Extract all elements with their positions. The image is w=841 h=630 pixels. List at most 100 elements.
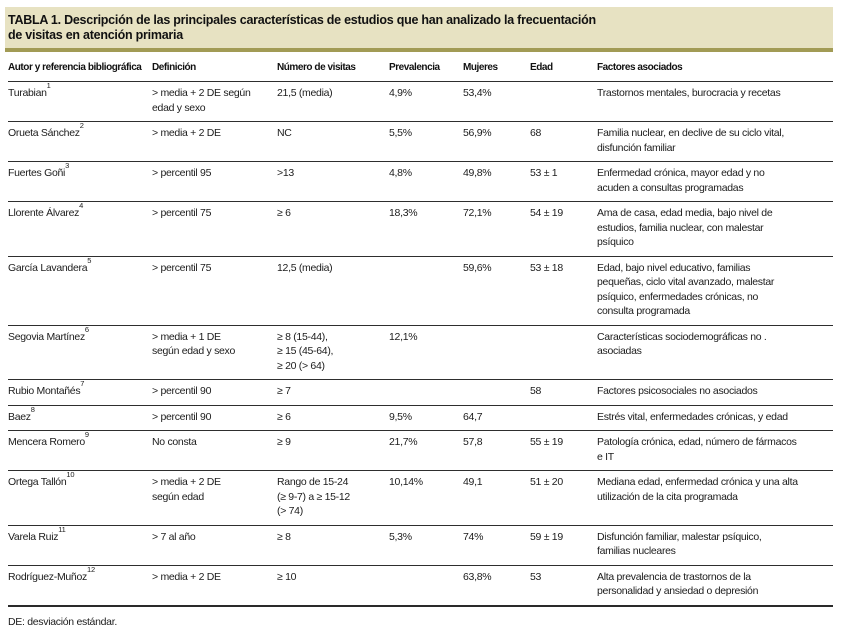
author-cell: Llorente Álvarez4 [8,201,152,257]
column-header-visits: Número de visitas [277,52,389,82]
column-header-author: Autor y referencia bibliográfica [8,52,152,82]
prevalence-cell: 4,8% [389,161,463,202]
visits-cell: ≥ 9 [277,430,389,471]
visits-cell: ≥ 6 [277,201,389,257]
age-cell [530,325,597,380]
author-cell: Baez8 [8,405,152,431]
author-cell: Rubio Montañés7 [8,379,152,406]
reference-superscript: 10 [66,470,75,479]
definition-cell: > percentil 90 [152,379,277,406]
author-cell: Turabian1 [8,81,152,122]
visits-cell: ≥ 10 [277,565,389,607]
author-cell: Fuertes Goñi3 [8,161,152,202]
women-cell: 56,9% [463,121,530,162]
table-row: Segovia Martínez6 > media + 1 DE según e… [8,325,833,380]
women-cell: 49,1 [463,470,530,526]
author-name: García Lavandera [8,261,88,274]
women-cell: 53,4% [463,81,530,122]
factors-cell: Estrés vital, enfermedades crónicas, y e… [597,405,833,431]
table-row: Ortega Tallón10 > media + 2 DE según eda… [8,470,833,526]
women-cell: 59,6% [463,256,530,326]
factors-cell: Trastornos mentales, burocracia y receta… [597,81,833,122]
definition-cell: > media + 2 DE según edad y sexo [152,81,277,122]
column-header-prevalence: Prevalencia [389,52,463,82]
reference-superscript: 6 [84,324,89,334]
author-cell: Varela Ruiz11 [8,524,152,566]
author-cell: Ortega Tallón10 [8,470,152,526]
age-cell: 53 [530,565,597,607]
reference-superscript: 8 [30,404,35,414]
age-cell: 59 ± 19 [530,525,597,566]
table-row: Llorente Álvarez4 > percentil 75 ≥ 6 18,… [8,201,833,257]
visits-cell: >13 [277,161,389,202]
author-cell: Segovia Martínez6 [8,325,152,380]
factors-cell: Ama de casa, edad media, bajo nivel de e… [597,201,833,257]
reference-superscript: 2 [79,121,84,130]
visits-cell: NC [277,121,389,162]
factors-cell: Patología crónica, edad, número de fárma… [597,430,833,471]
table-row: García Lavandera5 > percentil 75 12,5 (m… [8,256,833,326]
author-name: Orueta Sánchez [8,127,80,139]
prevalence-cell [389,565,463,607]
author-name: Segovia Martínez [8,330,85,343]
reference-superscript: 1 [46,81,51,90]
paper-table-page: TABLA 1. Descripción de las principales … [0,7,841,630]
author-name: Ortega Tallón [8,476,67,488]
table-row: Rubio Montañés7 > percentil 90 ≥ 7 58 Fa… [8,379,833,406]
prevalence-cell [389,256,463,326]
author-name: Mencera Romero [8,436,85,448]
women-cell: 49,8% [463,161,530,202]
definition-cell: > media + 1 DE según edad y sexo [152,325,277,380]
definition-cell: No consta [152,430,277,471]
column-header-age: Edad [530,52,597,82]
table-footnote: DE: desviación estándar. [8,615,117,628]
age-cell [530,405,597,431]
table-title: TABLA 1. Descripción de las principales … [8,13,596,42]
women-cell: 74% [463,525,530,566]
prevalence-cell: 4,9% [389,81,463,122]
factors-cell: Familia nuclear, en declive de su ciclo … [597,121,833,162]
table-row: Varela Ruiz11 > 7 al año ≥ 8 5,3% 74% 59… [8,524,833,566]
table-row: Baez8 > percentil 90 ≥ 6 9,5% 64,7 Estré… [8,405,833,431]
women-cell [463,379,530,406]
prevalence-cell: 18,3% [389,201,463,257]
table-row: Orueta Sánchez2 > media + 2 DE NC 5,5% 5… [8,121,833,162]
prevalence-cell [389,379,463,406]
factors-cell: Disfunción familiar, malestar psíquico, … [597,525,833,566]
reference-superscript: 9 [84,430,89,439]
definition-cell: > percentil 75 [152,256,277,326]
factors-cell: Mediana edad, enfermedad crónica y una a… [597,470,833,526]
reference-superscript: 11 [58,524,66,534]
definition-cell: > media + 2 DE [152,565,277,607]
women-cell: 64,7 [463,405,530,431]
factors-cell: Edad, bajo nivel educativo, familias peq… [597,256,833,326]
prevalence-cell: 10,14% [389,470,463,526]
table-title-banner: TABLA 1. Descripción de las principales … [5,7,833,52]
visits-cell: Rango de 15-24 (≥ 9-7) a ≥ 15-12 (> 74) [277,470,389,526]
visits-cell: ≥ 7 [277,379,389,406]
author-cell: García Lavandera5 [8,256,152,326]
author-cell: Rodríguez-Muñoz12 [8,565,152,607]
column-header-factors: Factores asociados [597,52,833,82]
factors-cell: Alta prevalencia de trastornos de la per… [597,565,833,607]
age-cell: 55 ± 19 [530,430,597,471]
visits-cell: ≥ 8 [277,525,389,566]
author-name: Turabian [8,87,47,99]
prevalence-cell: 5,3% [389,525,463,566]
women-cell: 72,1% [463,201,530,257]
author-name: Rubio Montañés [8,385,81,397]
visits-cell: 21,5 (media) [277,81,389,122]
column-header-definition: Definición [152,52,277,82]
prevalence-cell: 21,7% [389,430,463,471]
definition-cell: > percentil 95 [152,161,277,202]
author-cell: Mencera Romero9 [8,430,152,471]
prevalence-cell: 9,5% [389,405,463,431]
women-cell: 57,8 [463,430,530,471]
definition-cell: > percentil 90 [152,405,277,431]
factors-cell: Enfermedad crónica, mayor edad y no acud… [597,161,833,202]
definition-cell: > media + 2 DE [152,121,277,162]
visits-cell: ≥ 6 [277,405,389,431]
table-row: Turabian1 > media + 2 DE según edad y se… [8,81,833,122]
age-cell: 53 ± 18 [530,256,597,326]
reference-superscript: 3 [65,161,70,170]
